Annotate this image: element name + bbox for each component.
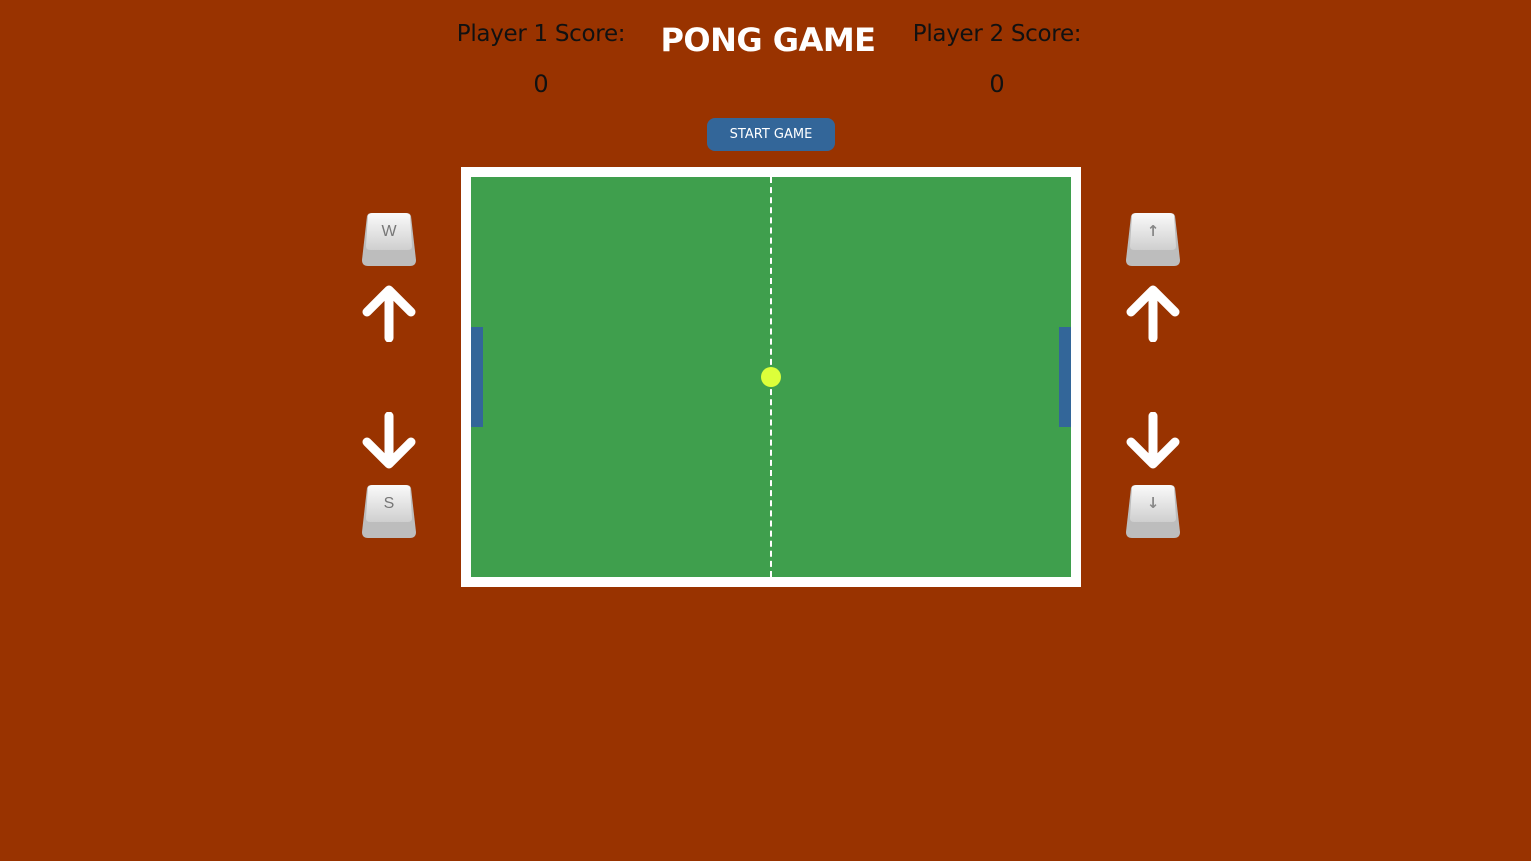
- s-key-icon: S: [361, 484, 417, 538]
- player1-score-label: Player 1 Score:: [456, 21, 626, 47]
- player1-score-panel: Player 1 Score: 0: [421, 18, 661, 100]
- player2-score-panel: Player 2 Score: 0: [877, 18, 1117, 100]
- player2-paddle: [1059, 327, 1071, 427]
- player1-score-value: 0: [533, 70, 549, 98]
- arrow-up-icon: [361, 284, 417, 342]
- svg-text:S: S: [384, 495, 395, 512]
- page-title: PONG GAME: [660, 21, 876, 59]
- svg-text:W: W: [381, 223, 397, 240]
- player2-score-value: 0: [989, 70, 1005, 98]
- player1-paddle: [471, 327, 483, 427]
- player2-score-label: Player 2 Score:: [912, 21, 1082, 47]
- up-key-icon: ↑: [1125, 212, 1181, 266]
- arrow-up-icon: [1125, 284, 1181, 342]
- svg-text:↓: ↓: [1147, 494, 1160, 512]
- down-key-icon: ↓: [1125, 484, 1181, 538]
- ball: [761, 367, 781, 387]
- svg-text:↑: ↑: [1147, 222, 1160, 240]
- header: Player 1 Score: 0 PONG GAME Player 2 Sco…: [0, 0, 1531, 110]
- game-field[interactable]: [461, 167, 1081, 587]
- w-key-icon: W: [361, 212, 417, 266]
- arrow-down-icon: [1125, 412, 1181, 470]
- start-game-button[interactable]: START GAME: [707, 118, 835, 151]
- arrow-down-icon: [361, 412, 417, 470]
